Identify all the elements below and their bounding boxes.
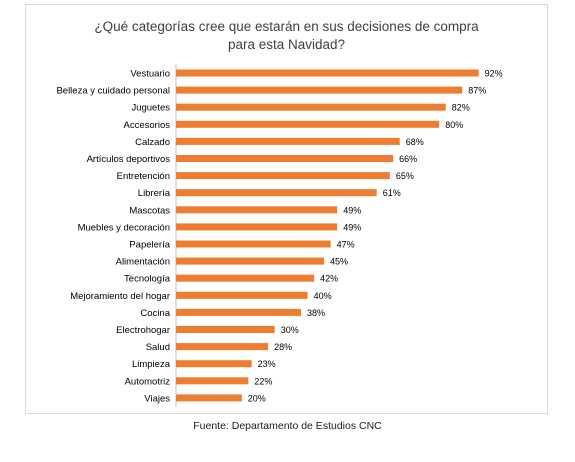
category-label: Alimentación [116,257,170,268]
bar [176,86,463,94]
chart-title-line-1: ¿Qué categorías cree que estarán en sus … [94,19,479,34]
bar [176,103,446,111]
bar [176,377,249,385]
bar [176,257,325,265]
bar [176,394,242,402]
category-label: Automotriz [125,376,171,387]
bar [176,155,394,162]
data-label: 47% [337,240,355,250]
category-label: Vestuario [130,69,170,80]
category-label: Tecnología [124,274,171,285]
data-label: 23% [258,359,276,369]
data-label: 42% [320,274,338,284]
bar [176,240,331,248]
bar [176,343,269,351]
bar [176,223,338,231]
category-label: Librería [138,188,171,199]
data-label: 30% [281,325,299,335]
data-label: 20% [248,393,266,403]
data-label: 22% [254,376,272,386]
category-label: Mascotas [129,205,170,216]
bar [176,206,338,214]
bar [176,360,252,368]
data-label: 28% [274,342,292,352]
bar [176,137,400,145]
category-label: Mejoramiento del hogar [70,291,170,302]
data-label: 49% [343,205,361,215]
data-label: 45% [330,257,348,267]
data-label: 92% [485,69,503,79]
category-label: Electrohogar [116,325,170,336]
data-label: 68% [406,137,424,147]
bar [176,326,275,333]
data-label: 66% [399,154,417,164]
data-label: 80% [445,120,463,130]
category-label: Calzado [135,137,170,148]
chart-title: ¿Qué categorías cree que estarán en sus … [25,18,548,54]
category-label: Juguetes [131,103,170,114]
category-label: Papelería [129,240,170,251]
bar [176,274,315,282]
data-label: 82% [452,103,470,113]
bar [176,308,302,316]
bar [176,120,440,128]
bar [176,172,390,180]
category-label: Viajes [144,393,170,404]
category-label: Salud [146,342,170,353]
data-label: 65% [396,171,414,181]
bar [176,189,377,197]
category-label: Belleza y cuidado personal [56,86,170,97]
category-label: Muebles y decoración [78,222,170,233]
data-label: 49% [343,222,361,232]
bar [176,291,308,299]
bar [176,69,479,77]
data-label: 40% [314,291,332,301]
category-label: Artículos deportivos [87,154,171,165]
data-label: 61% [383,188,401,198]
source-note: Fuente: Departamento de Estudios CNC [193,420,382,432]
category-label: Cocina [140,308,170,319]
category-label: Entretención [117,171,170,182]
category-label: Accesorios [124,120,171,131]
category-label: Limpieza [132,359,171,370]
data-label: 87% [468,86,486,96]
data-label: 38% [307,308,325,318]
chart-title-line-2: para esta Navidad? [227,37,346,52]
